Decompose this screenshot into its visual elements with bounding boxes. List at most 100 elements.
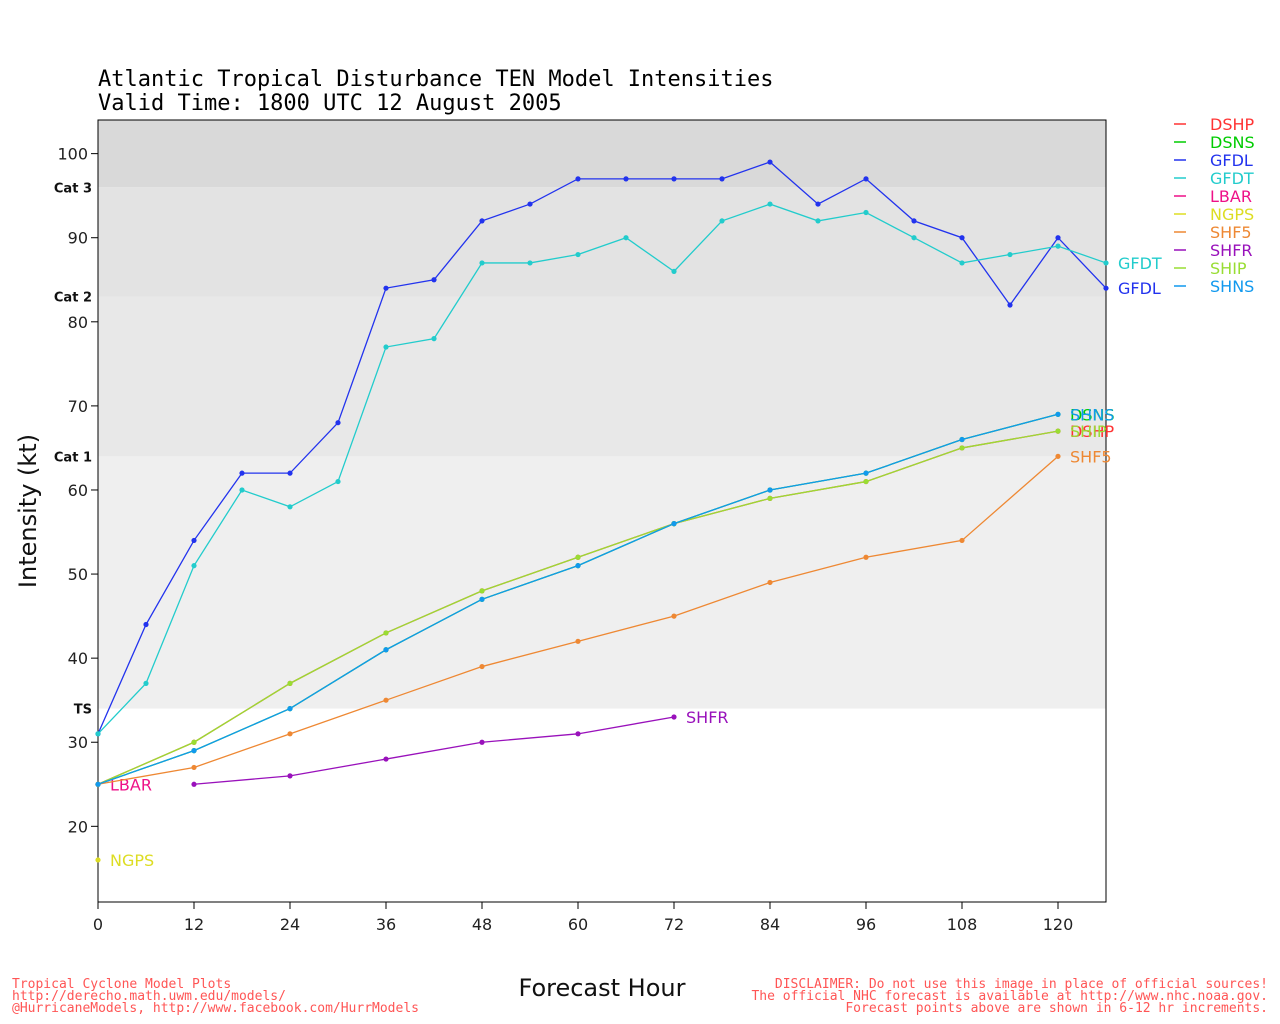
x-tick-label: 0 <box>93 915 103 934</box>
y-tick-label: 60 <box>68 481 88 500</box>
plot-frame <box>97 119 1107 903</box>
chart-subtitle: Valid Time: 1800 UTC 12 August 2005 <box>98 91 562 116</box>
point-gfdt <box>1007 251 1013 258</box>
y-tick-label: 100 <box>57 145 88 164</box>
point-gfdt <box>1103 260 1109 266</box>
x-tick-label: 36 <box>376 915 396 934</box>
series-line-gfdt <box>97 203 1107 735</box>
point-gfdt <box>479 260 485 266</box>
point-shfr <box>191 781 197 787</box>
end-label-dshp: DSHP <box>1070 422 1115 441</box>
series-gfdt: GFDT <box>95 201 1162 737</box>
point-ship <box>863 478 869 485</box>
point-shns <box>575 563 581 569</box>
point-gfdt <box>383 344 389 350</box>
point-gfdt <box>623 235 629 241</box>
point-gfdl <box>431 277 437 283</box>
x-axis-title: Forecast Hour <box>519 974 686 1002</box>
point-shf5 <box>671 613 677 619</box>
y-tick-label: 80 <box>68 313 88 332</box>
legend-entry-shf5: SHF5 <box>1210 223 1252 242</box>
series-ngps: NGPS <box>95 851 154 870</box>
point-gfdl <box>143 621 149 628</box>
point-gfdl <box>719 176 725 182</box>
point-gfdt <box>143 680 149 686</box>
point-ship <box>575 554 581 560</box>
point-gfdt <box>911 235 917 241</box>
legend-entry-shns: SHNS <box>1210 277 1254 296</box>
point-gfdl <box>767 159 773 165</box>
point-shns <box>383 647 389 653</box>
point-shns <box>287 706 293 712</box>
x-tick-label: 96 <box>856 915 876 934</box>
end-label-gfdl: GFDL <box>1118 279 1161 298</box>
point-gfdt <box>719 218 725 224</box>
footer-right-line1: DISCLAIMER: Do not use this image in pla… <box>775 977 1268 992</box>
x-tick-label: 120 <box>1043 915 1074 934</box>
point-gfdl <box>239 470 245 476</box>
point-ship <box>767 495 773 501</box>
point-gfdl <box>863 176 869 182</box>
x-tick-label: 60 <box>568 915 588 934</box>
point-gfdt <box>863 209 869 216</box>
legend-entry-dshp: DSHP <box>1210 115 1255 134</box>
end-label-gfdt: GFDT <box>1118 254 1162 273</box>
point-shns <box>479 596 485 602</box>
point-gfdl <box>1007 302 1013 308</box>
footer-left-line2: http://derecho.math.uwm.edu/models/ <box>12 989 286 1004</box>
series-line-shfr <box>193 716 675 785</box>
legend-entry-shfr: SHFR <box>1210 241 1253 260</box>
point-ship <box>959 445 965 451</box>
x-tick-label: 48 <box>472 915 492 934</box>
end-label-shf5: SHF5 <box>1070 447 1112 466</box>
legend-entry-gfdt: GFDT <box>1210 169 1254 188</box>
point-ship <box>383 630 389 636</box>
point-gfdt <box>191 563 197 569</box>
axis-ticks: 0 12 24 36 48 60 72 84 96 108 120 20 30 40 50 60 70 80 90 1… <box>57 145 1073 934</box>
point-shfr <box>575 731 581 737</box>
point-gfdt <box>335 478 341 485</box>
point-shns <box>863 470 869 476</box>
x-tick-label: 108 <box>947 915 978 934</box>
point-gfdl <box>335 420 341 426</box>
legend-entry-gfdl: GFDL <box>1210 151 1253 170</box>
end-label-ngps: NGPS <box>110 851 154 870</box>
band-label: TS <box>74 703 92 718</box>
chart-title: Atlantic Tropical Disturbance TEN Model … <box>98 67 774 92</box>
end-label-dsns: DSNS <box>1070 405 1115 424</box>
legend-entry-dsns: DSNS <box>1210 133 1255 152</box>
point-gfdl <box>575 176 581 182</box>
point-ship <box>287 680 293 686</box>
band-cat-2 <box>98 187 1106 297</box>
point-shf5 <box>959 537 965 544</box>
point-shf5 <box>767 579 773 586</box>
series-shfr: SHFR <box>191 708 729 787</box>
point-ship <box>191 739 197 745</box>
point-gfdt <box>527 260 533 266</box>
footer-right-line2: The official NHC forecast is available a… <box>751 989 1268 1004</box>
y-tick-label: 20 <box>68 817 88 836</box>
point-gfdt <box>959 260 965 266</box>
footer-left-line1: Tropical Cyclone Model Plots <box>12 977 231 992</box>
band-cat-1 <box>98 296 1106 457</box>
y-tick-label: 30 <box>68 733 88 752</box>
point-shns <box>191 748 197 754</box>
point-shf5 <box>383 697 389 703</box>
legend-entry-ngps: NGPS <box>1210 205 1254 224</box>
point-gfdl <box>671 176 677 182</box>
point-gfdt <box>287 504 293 510</box>
y-tick-label: 40 <box>68 649 88 668</box>
point-gfdl <box>815 201 821 207</box>
point-shfr <box>671 714 677 720</box>
band-label: Cat 1 <box>54 450 92 465</box>
point-gfdt <box>671 268 677 274</box>
point-gfdt <box>95 731 101 737</box>
end-label-ship: SHIP <box>1070 422 1107 441</box>
series-lbar: LBAR <box>95 775 152 794</box>
point-gfdt <box>815 218 821 224</box>
point-gfdl <box>623 176 629 182</box>
y-tick-label: 70 <box>68 397 88 416</box>
point-ship <box>1055 428 1061 434</box>
